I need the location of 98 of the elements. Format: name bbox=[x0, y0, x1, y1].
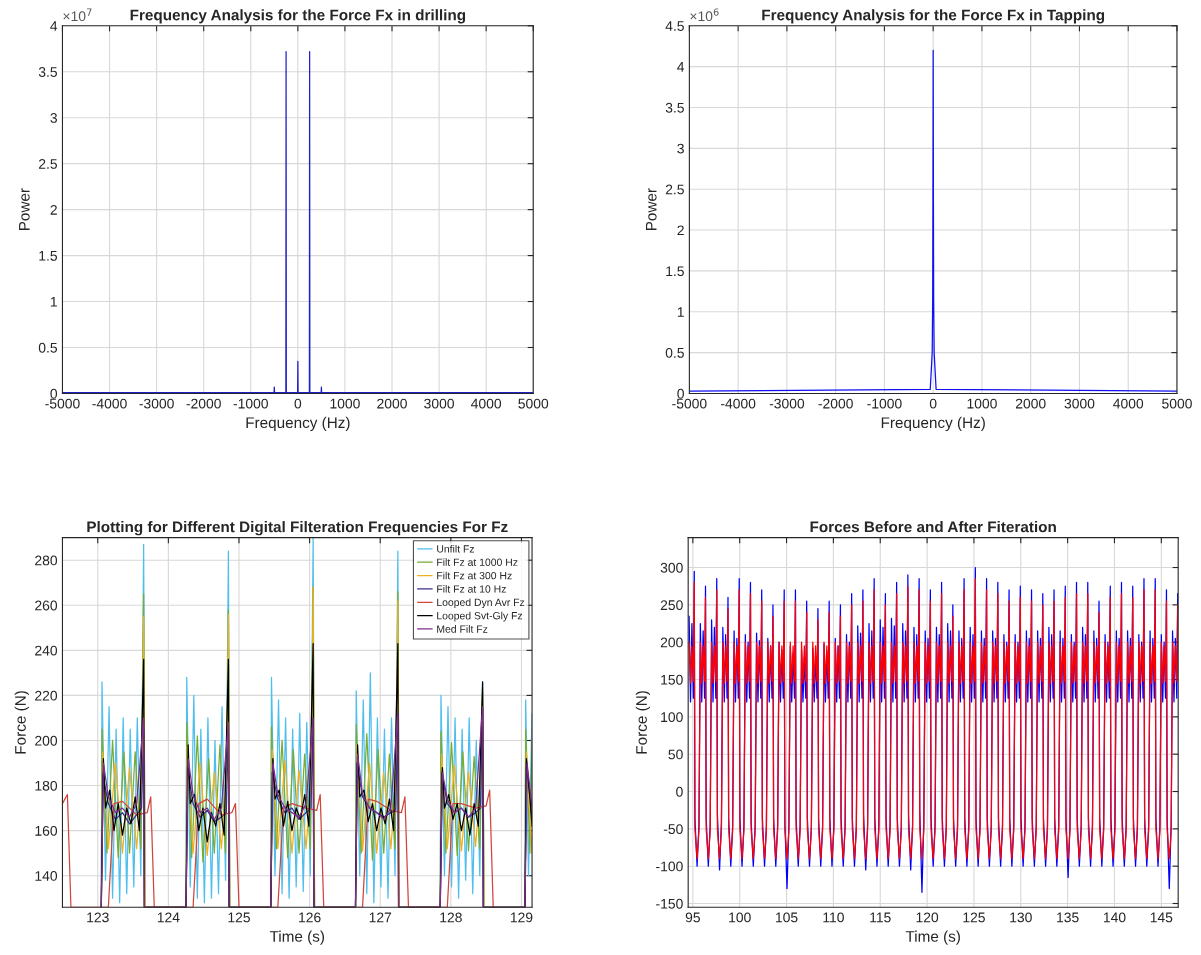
chart-title: Plotting for Different Digital Filteration Frequencies For Fz bbox=[87, 521, 508, 536]
x-tick-label: 0 bbox=[929, 398, 937, 409]
y-tick-label: 4.5 bbox=[665, 21, 684, 31]
x-tick-label: 2000 bbox=[377, 398, 407, 409]
y-tick-label: 260 bbox=[35, 600, 58, 611]
y-tick-label: 160 bbox=[35, 825, 58, 836]
x-tick-label: -5000 bbox=[672, 398, 707, 409]
x-tick-label: 5000 bbox=[1162, 398, 1192, 409]
y-tick-label: 0 bbox=[677, 388, 684, 399]
x-tick-label: 123 bbox=[87, 912, 109, 923]
x-tick-label: -1000 bbox=[867, 398, 902, 409]
x-tick-label: -5000 bbox=[45, 398, 80, 409]
x-tick-label: 124 bbox=[157, 912, 180, 923]
y-tick-label: 1 bbox=[50, 297, 57, 307]
x-tick-label: -1000 bbox=[233, 398, 268, 409]
y-tick-label: 0.5 bbox=[665, 347, 684, 358]
y-tick-label: -50 bbox=[663, 824, 683, 835]
y-axis-title: Power bbox=[645, 188, 657, 231]
y-tick-label: 3 bbox=[677, 143, 684, 154]
x-tick-label: 129 bbox=[510, 912, 533, 923]
legend-label: Unfilt Fz bbox=[437, 544, 475, 553]
x-tick-label: 3000 bbox=[1064, 398, 1095, 409]
text: ×10$^{7}$ bbox=[63, 8, 92, 22]
x-axis-title: Time (s) bbox=[269, 930, 325, 945]
x-tick-label: 115 bbox=[870, 912, 891, 923]
x-tick-label: 145 bbox=[1150, 912, 1173, 923]
y-tick-label: 3.5 bbox=[665, 102, 684, 113]
y-tick-label: 180 bbox=[35, 780, 58, 791]
chart-title: Frequency Analysis for the Force Fx in Tapping bbox=[762, 9, 1105, 24]
y-tick-label: 2.5 bbox=[38, 159, 58, 169]
x-tick-label: 125 bbox=[963, 912, 985, 923]
x-tick-label: 126 bbox=[299, 912, 321, 923]
legend-label: Looped Dyn Avr Fz bbox=[437, 598, 525, 609]
x-tick-label: 125 bbox=[228, 912, 250, 923]
chart-title: Forces Before and After Fiteration bbox=[810, 521, 1056, 533]
y-tick-label: 4 bbox=[50, 21, 58, 31]
y-tick-label: 4 bbox=[677, 62, 685, 72]
y-tick-label: 150 bbox=[661, 674, 683, 685]
x-tick-label: 1000 bbox=[330, 398, 360, 409]
x-tick-label: -4000 bbox=[720, 398, 756, 409]
x-tick-label: 120 bbox=[916, 912, 939, 923]
x-axis-title: Time (s) bbox=[905, 930, 960, 945]
y-tick-label: 100 bbox=[661, 712, 683, 723]
x-tick-label: 4000 bbox=[1113, 398, 1144, 409]
x-tick-label: -2000 bbox=[818, 398, 853, 409]
y-axis-title: Power bbox=[19, 188, 30, 231]
y-tick-label: 2 bbox=[677, 225, 684, 236]
x-tick-label: 135 bbox=[1057, 912, 1079, 923]
y-tick-label: 200 bbox=[660, 637, 683, 648]
y-tick-label: 250 bbox=[660, 600, 683, 611]
legend-label: Looped Svt-Gly Fz bbox=[437, 611, 523, 622]
y-tick-label: 0 bbox=[676, 786, 683, 797]
y-tick-label: 50 bbox=[668, 749, 683, 760]
y-tick-label: -100 bbox=[656, 861, 683, 872]
x-tick-label: 100 bbox=[729, 912, 751, 923]
text: ×10$^{6}$ bbox=[690, 8, 719, 22]
legend-label: Filt Fz at 1000 Hz bbox=[437, 558, 518, 566]
y-tick-label: 240 bbox=[35, 645, 58, 656]
y-tick-label: 3.5 bbox=[38, 67, 58, 77]
x-tick-label: -3000 bbox=[769, 398, 805, 409]
x-tick-label: 140 bbox=[1103, 912, 1126, 923]
y-tick-label: 2.5 bbox=[665, 184, 684, 195]
legend-label: Filt Fz at 300 Hz bbox=[437, 571, 512, 580]
y-tick-label: 200 bbox=[35, 735, 58, 746]
x-tick-label: 5000 bbox=[518, 398, 549, 409]
chart-title: Frequency Analysis for the Force Fx in drilling bbox=[130, 9, 466, 24]
y-tick-label: 1.5 bbox=[666, 266, 684, 277]
y-tick-label: 0.5 bbox=[38, 342, 58, 353]
legend-label: Filt Fz at 10 Hz bbox=[437, 585, 506, 593]
y-tick-label: 220 bbox=[35, 690, 58, 701]
x-tick-label: 130 bbox=[1010, 912, 1032, 923]
x-tick-label: 128 bbox=[440, 912, 462, 923]
y-tick-label: 300 bbox=[660, 562, 683, 573]
x-axis-title: Frequency (Hz) bbox=[246, 416, 350, 432]
y-tick-label: 3 bbox=[50, 113, 57, 123]
legend-label: Med Filt Fz bbox=[437, 625, 488, 633]
x-tick-label: 3000 bbox=[424, 398, 454, 409]
y-tick-label: -150 bbox=[656, 898, 683, 909]
y-tick-label: 2 bbox=[50, 204, 57, 215]
x-tick-label: -3000 bbox=[139, 398, 174, 409]
x-axis-title: Frequency (Hz) bbox=[881, 416, 985, 432]
y-tick-label: 140 bbox=[35, 871, 58, 881]
x-tick-label: -4000 bbox=[92, 398, 127, 409]
x-tick-label: 110 bbox=[823, 912, 844, 923]
y-tick-label: 0 bbox=[50, 388, 58, 399]
x-tick-label: 2000 bbox=[1015, 398, 1046, 409]
x-tick-label: 95 bbox=[685, 912, 700, 923]
y-tick-label: 280 bbox=[35, 555, 58, 566]
x-tick-label: 0 bbox=[294, 398, 302, 409]
y-axis-title: Force (N) bbox=[635, 691, 650, 754]
y-axis-title: Force (N) bbox=[14, 691, 29, 754]
x-tick-label: 4000 bbox=[471, 398, 502, 409]
y-tick-label: 1.5 bbox=[39, 251, 58, 261]
x-tick-label: -2000 bbox=[186, 398, 221, 409]
x-tick-label: 1000 bbox=[967, 398, 997, 409]
y-tick-label: 1 bbox=[677, 307, 684, 317]
x-tick-label: 127 bbox=[369, 912, 392, 923]
x-tick-label: 105 bbox=[776, 912, 798, 923]
